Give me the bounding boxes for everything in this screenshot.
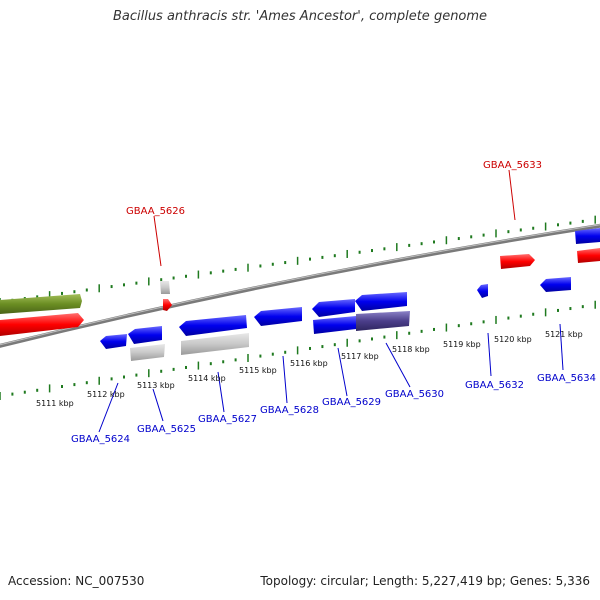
leader-5634 bbox=[559, 323, 564, 371]
blue-gene-5629-a bbox=[312, 299, 355, 317]
leader-5625 bbox=[152, 388, 164, 422]
blue-gene-5629-b bbox=[313, 316, 356, 334]
genome-backbone-highlight bbox=[0, 224, 600, 346]
kbp-label: 5117 kbp bbox=[341, 352, 379, 361]
leader-5630 bbox=[385, 342, 411, 388]
blue-gene-5627 bbox=[179, 315, 247, 336]
gene-label-reverse[interactable]: GBAA_5630 bbox=[385, 389, 444, 400]
leader-5628 bbox=[282, 355, 288, 404]
kbp-label: 5111 kbp bbox=[36, 399, 74, 408]
map-title: Bacillus anthracis str. 'Ames Ancestor',… bbox=[112, 9, 488, 24]
leader-5626 bbox=[153, 215, 162, 267]
gene-labels: GBAA_5626 GBAA_5633 GBAA_5624 GBAA_5625 … bbox=[71, 160, 596, 445]
outer-tick-ring bbox=[0, 215, 596, 306]
forward-strand-features bbox=[0, 228, 600, 336]
label-leader-lines bbox=[98, 169, 564, 433]
leader-5627 bbox=[217, 371, 225, 413]
gene-label-forward[interactable]: GBAA_5626 bbox=[126, 206, 185, 217]
blue-gene-5625 bbox=[128, 326, 162, 344]
red-gene-5633 bbox=[500, 254, 535, 269]
accession-text: Accession: NC_007530 bbox=[8, 574, 145, 588]
grey-feature-5627 bbox=[181, 333, 249, 355]
genome-summary-text: Topology: circular; Length: 5,227,419 bp… bbox=[260, 574, 590, 588]
gene-label-reverse[interactable]: GBAA_5625 bbox=[137, 424, 196, 435]
red-gene-small bbox=[163, 299, 172, 311]
blue-gene-5624 bbox=[100, 334, 127, 349]
gene-label-forward[interactable]: GBAA_5633 bbox=[483, 160, 542, 171]
grey-feature-small bbox=[160, 281, 170, 294]
kbp-position-labels: 5111 kbp 5112 kbp 5113 kbp 5114 kbp 5115… bbox=[36, 330, 583, 408]
red-gene-left bbox=[0, 313, 84, 336]
gene-label-reverse[interactable]: GBAA_5629 bbox=[322, 397, 381, 408]
blue-gene-5628 bbox=[254, 307, 302, 326]
gene-label-reverse[interactable]: GBAA_5632 bbox=[465, 380, 524, 391]
leader-5633 bbox=[508, 169, 516, 221]
kbp-label: 5121 kbp bbox=[545, 330, 583, 339]
gene-label-reverse[interactable]: GBAA_5624 bbox=[71, 434, 130, 445]
purple-feature-5630 bbox=[356, 311, 410, 331]
blue-gene-5632 bbox=[477, 284, 488, 298]
leader-5632 bbox=[487, 332, 492, 377]
blue-gene-top-right bbox=[575, 228, 600, 244]
kbp-label: 5114 kbp bbox=[188, 374, 226, 383]
blue-gene-5634 bbox=[540, 277, 571, 292]
olive-feature-left bbox=[0, 294, 82, 314]
kbp-label: 5112 kbp bbox=[87, 390, 125, 399]
gene-label-reverse[interactable]: GBAA_5634 bbox=[537, 373, 596, 384]
kbp-label: 5115 kbp bbox=[239, 366, 277, 375]
leader-5629 bbox=[337, 347, 348, 397]
gene-label-reverse[interactable]: GBAA_5627 bbox=[198, 414, 257, 425]
genome-backbone bbox=[0, 223, 600, 348]
blue-gene-5630 bbox=[355, 292, 407, 311]
leader-5624 bbox=[98, 382, 119, 433]
kbp-label: 5120 kbp bbox=[494, 335, 532, 344]
kbp-label: 5119 kbp bbox=[443, 340, 481, 349]
inner-tick-ring bbox=[0, 300, 596, 400]
kbp-label: 5113 kbp bbox=[137, 381, 175, 390]
grey-feature-5625 bbox=[130, 344, 165, 361]
red-gene-right bbox=[577, 248, 600, 263]
reverse-strand-features bbox=[100, 277, 571, 361]
kbp-label: 5118 kbp bbox=[392, 345, 430, 354]
kbp-label: 5116 kbp bbox=[290, 359, 328, 368]
gene-label-reverse[interactable]: GBAA_5628 bbox=[260, 405, 319, 416]
